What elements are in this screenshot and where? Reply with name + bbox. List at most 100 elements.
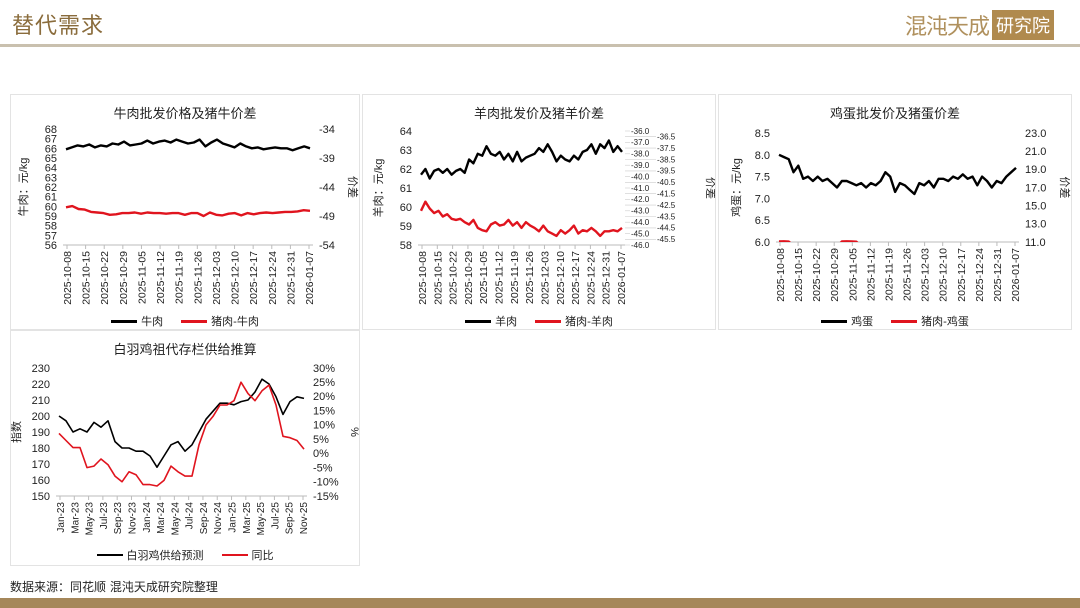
y2-tick-label: 25%: [313, 377, 335, 389]
y2-tick-label: -41.5: [657, 189, 676, 198]
y2-tick-label: 23.0: [1025, 128, 1046, 140]
x-tick-label: 2025-11-26: [192, 251, 204, 304]
y-tick-label: 170: [32, 459, 50, 471]
y-tick-label: 66: [45, 143, 57, 155]
x-tick-label: 2025-10-15: [793, 248, 805, 302]
x-tick-label: 2025-12-10: [938, 248, 950, 302]
x-tick-label: Jan-24: [142, 502, 153, 533]
x-tick-label: 2025-12-24: [974, 248, 986, 302]
y-tick-label: 160: [32, 475, 50, 487]
x-tick-label: 2025-12-17: [956, 248, 968, 302]
x-tick-label: Jul-25: [270, 502, 281, 530]
y2-tick-label: -15%: [313, 491, 339, 503]
x-tick-label: 2025-10-15: [432, 251, 444, 305]
x-tick-label: 2025-11-26: [524, 251, 536, 304]
y-axis-label: 羊肉：元/kg: [371, 159, 385, 218]
legend-swatch: [535, 319, 562, 323]
chart-broiler-panel: 白羽鸡祖代存栏供给推算 230 220 210 200 190 180 170 160 150 30…: [10, 330, 360, 566]
y2-tick-label: 20%: [313, 391, 335, 403]
series-line-secondary: [65, 204, 311, 218]
x-tick-label: Sep-25: [285, 502, 296, 535]
y-tick-label: 64: [45, 163, 57, 175]
chart-legend: 羊肉 猪肉-羊肉: [363, 313, 715, 329]
y2-tick-label: -36.0: [631, 127, 650, 136]
y2-tick-label: -45.5: [657, 235, 676, 244]
y-tick-label: 57: [45, 230, 57, 242]
y2-tick-label: 11.0: [1025, 237, 1046, 249]
y2-tick-label: 30%: [313, 363, 335, 375]
legend-item: 猪肉-牛肉: [181, 313, 259, 329]
legend-item: 白羽鸡供给预测: [96, 547, 204, 563]
legend-label: 羊肉: [495, 315, 518, 328]
y2-tick-label: 15.0: [1025, 200, 1046, 212]
x-tick-label: 2025-10-29: [118, 251, 130, 305]
x-tick-label: 2025-11-26: [902, 248, 914, 301]
y-tick-label: 180: [32, 443, 50, 455]
chart-svg: 230 220 210 200 190 180 170 160 150 30% 25% 20% 15% 1…: [11, 363, 359, 536]
y2-tick-label: -10%: [313, 477, 339, 489]
bottom-bar: [0, 598, 1080, 608]
x-tick-label: 2025-11-19: [509, 251, 521, 304]
legend-label: 同比: [251, 549, 274, 562]
y2-tick-label: 10%: [313, 420, 335, 432]
x-tick-label: 2025-10-15: [81, 251, 93, 305]
x-tick-label: 2025-11-05: [478, 251, 490, 304]
x-tick-label: 2025-10-08: [62, 251, 74, 305]
y2-tick-label: -49: [319, 211, 335, 223]
x-tick-label: 2025-12-17: [248, 251, 260, 305]
y-tick-label: 60: [400, 202, 412, 214]
y-tick-label: 220: [32, 379, 50, 391]
y-tick-label: 59: [45, 211, 57, 223]
logo-box: 研究院: [992, 10, 1054, 40]
y-tick-label: 61: [400, 183, 412, 195]
chart-legend: 白羽鸡供给预测 同比: [11, 547, 359, 563]
x-tick-label: 2025-11-19: [883, 248, 895, 301]
y2-tick-label: -39: [319, 153, 335, 165]
y2-tick-label: -36.5: [657, 132, 676, 141]
x-tick-label: 2025-12-17: [570, 251, 582, 305]
chart-svg: 8.5 8.0 7.5 7.0 6.5 6.0 23.0 21.0 19.0 17.0 15.0 13…: [729, 128, 1071, 302]
page-title: 替代需求: [12, 14, 105, 39]
y2-tick-label: -40.0: [631, 172, 650, 181]
x-tick-label: 2025-12-03: [211, 251, 223, 305]
y2-tick-label: -44.0: [631, 218, 650, 227]
x-tick-label: 2025-10-08: [775, 248, 787, 302]
y2-tick-label: 0%: [313, 448, 329, 460]
y-tick-label: 7.5: [755, 172, 770, 184]
y-tick-label: 61: [45, 192, 57, 204]
x-tick-label: 2025-12-10: [230, 251, 242, 305]
legend-swatch: [891, 319, 918, 323]
y-tick-label: 6.0: [755, 237, 770, 249]
y-tick-label: 63: [400, 145, 412, 157]
y2-tick-label: -40.5: [657, 178, 676, 187]
chart-legend: 鸡蛋 猪肉-鸡蛋: [719, 313, 1071, 329]
chart-title: 鸡蛋批发价及猪蛋价差: [829, 107, 960, 122]
chart-egg-panel: 鸡蛋批发价及猪蛋价差 8.5 8.0 7.5 7.0 6.5 6.0 23.0 21.0 19.0…: [718, 94, 1072, 330]
series-line-secondary: [419, 200, 623, 238]
x-tick-label: 2026-01-07: [616, 251, 628, 305]
x-tick-label: 2025-12-31: [285, 251, 297, 305]
y2-tick-label: -42.5: [657, 201, 676, 210]
x-tick-label: 2025-10-29: [829, 248, 841, 302]
x-tick-label: Sep-24: [199, 502, 210, 535]
y-tick-label: 65: [45, 153, 57, 165]
series-line-primary: [778, 153, 1017, 196]
legend-swatch: [96, 554, 123, 556]
series-line-primary: [58, 378, 305, 468]
y-axis-label: 鸡蛋：元/kg: [729, 158, 743, 217]
chart-title: 羊肉批发价及猪羊价差: [473, 107, 604, 122]
y2-tick-label: -37.0: [631, 138, 650, 147]
x-tick-label: Mar-25: [242, 502, 253, 534]
x-tick-label: 2026-01-07: [304, 251, 316, 305]
y2-axis-label: 价差: [704, 177, 715, 199]
y-tick-label: 62: [45, 182, 57, 194]
series-line-primary: [420, 139, 623, 180]
y-tick-label: 68: [45, 124, 57, 136]
x-tick-label: Mar-24: [156, 502, 167, 534]
x-tick-label: 2025-11-05: [136, 251, 148, 304]
x-tick-label: 2025-12-24: [585, 251, 597, 305]
y2-tick-label: -45.0: [631, 229, 650, 238]
y2-tick-label: -46.0: [631, 241, 650, 250]
y2-tick-label: -43.5: [657, 212, 676, 221]
